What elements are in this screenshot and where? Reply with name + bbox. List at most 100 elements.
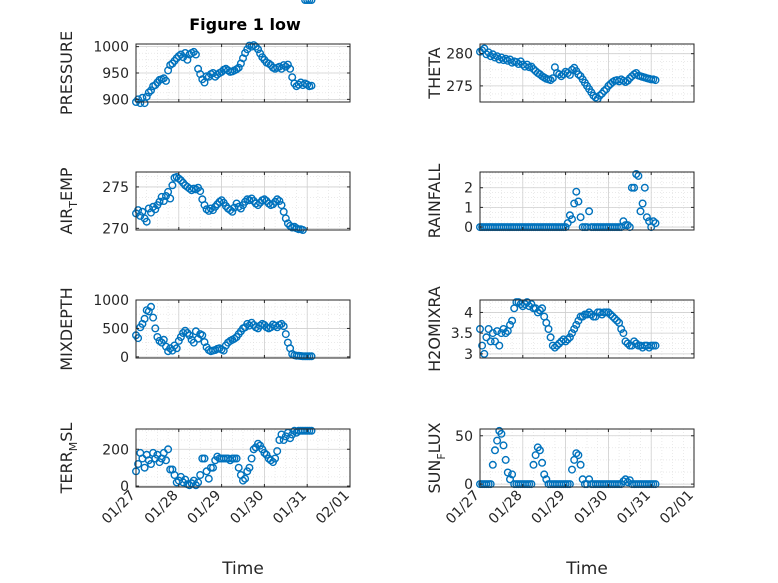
data-point	[200, 201, 209, 210]
data-point	[204, 206, 213, 215]
data-point	[574, 197, 583, 206]
x-axis-label: Time	[221, 559, 264, 579]
data-point	[204, 474, 213, 483]
data-point	[497, 429, 506, 438]
y-tick-label: 0	[120, 479, 129, 495]
subplot-5: 0 500 1000 MIXDEPTH	[57, 287, 351, 371]
data-point	[576, 213, 585, 222]
data-point	[529, 460, 538, 469]
subplot-1: 900 950 1000 PRESSURE	[57, 31, 351, 115]
data-point	[585, 475, 594, 484]
data-point	[535, 446, 544, 455]
data-point	[651, 76, 660, 85]
y-tick-label: 1000	[93, 40, 129, 56]
data-point	[189, 338, 198, 347]
data-point	[183, 329, 192, 338]
y-axis-label: MIXDEPTH	[57, 287, 76, 370]
data-point	[273, 195, 282, 204]
data-point	[632, 339, 641, 348]
data-point	[542, 475, 551, 484]
data-point	[134, 460, 143, 469]
y-axis-label: RAINFALL	[425, 164, 444, 239]
data-point	[544, 325, 553, 334]
data-series	[131, 41, 316, 108]
data-point	[651, 341, 660, 350]
data-point	[149, 313, 158, 322]
data-point	[621, 337, 630, 346]
y-tick-label: 500	[102, 321, 129, 337]
data-point	[307, 0, 316, 4]
data-point	[651, 219, 660, 228]
data-point	[638, 199, 647, 208]
data-point	[157, 192, 166, 201]
data-series	[476, 426, 660, 489]
data-point	[585, 207, 594, 216]
data-point	[181, 475, 190, 484]
data-point	[574, 70, 583, 79]
data-point	[245, 463, 254, 472]
data-point	[561, 337, 570, 346]
data-point	[630, 337, 639, 346]
data-point	[189, 476, 198, 485]
data-point	[281, 62, 290, 71]
x-tick-label: 01/27	[99, 488, 139, 528]
data-point	[159, 335, 168, 344]
data-point	[546, 76, 555, 85]
data-point	[533, 308, 542, 317]
data-point	[155, 197, 164, 206]
data-point	[572, 187, 581, 196]
data-point	[142, 92, 151, 101]
data-point	[307, 352, 316, 361]
data-series	[131, 0, 316, 234]
data-point	[623, 221, 632, 230]
data-point	[283, 60, 292, 69]
data-point	[277, 319, 286, 328]
data-point	[625, 476, 634, 485]
data-point	[632, 169, 641, 178]
data-point	[595, 91, 604, 100]
data-point	[174, 336, 183, 345]
y-tick-label: 3.5	[451, 326, 473, 342]
data-point	[563, 219, 572, 228]
data-point	[546, 333, 555, 342]
data-point	[245, 196, 254, 205]
data-point	[176, 333, 185, 342]
data-point	[619, 217, 628, 226]
data-point	[600, 86, 609, 95]
y-tick-label: 950	[102, 66, 129, 82]
data-point	[555, 70, 564, 79]
data-point	[140, 463, 149, 472]
data-series	[476, 298, 660, 358]
data-point	[144, 88, 153, 97]
subplot-3: 270 275 AIRTEMP	[57, 0, 351, 237]
data-point	[538, 304, 547, 313]
data-point	[610, 314, 619, 323]
y-tick-label: 50	[455, 429, 473, 445]
data-point	[230, 334, 239, 343]
data-point	[161, 342, 170, 351]
data-point	[482, 333, 491, 342]
x-tick-label: 01/27	[443, 488, 483, 528]
data-point	[625, 74, 634, 83]
data-point	[307, 426, 316, 435]
data-point	[630, 183, 639, 192]
data-point	[140, 314, 149, 323]
data-point	[568, 329, 577, 338]
data-point	[565, 211, 574, 220]
data-point	[281, 214, 290, 223]
data-point	[196, 187, 205, 196]
data-point	[557, 72, 566, 81]
data-point	[234, 63, 243, 72]
y-tick-label: 3	[464, 347, 473, 363]
data-point	[495, 341, 504, 350]
subplot-7: 0 200 01/27 01/28 01/29 01/30 01/31 02/01 Time TE…	[57, 423, 353, 579]
axes-box	[479, 299, 695, 359]
data-point	[166, 194, 175, 203]
data-series	[131, 426, 316, 490]
data-point	[155, 336, 164, 345]
data-point	[570, 199, 579, 208]
data-point	[234, 463, 243, 472]
x-tick-label: 01/29	[529, 488, 569, 528]
data-point	[634, 171, 643, 180]
data-series	[131, 302, 316, 361]
